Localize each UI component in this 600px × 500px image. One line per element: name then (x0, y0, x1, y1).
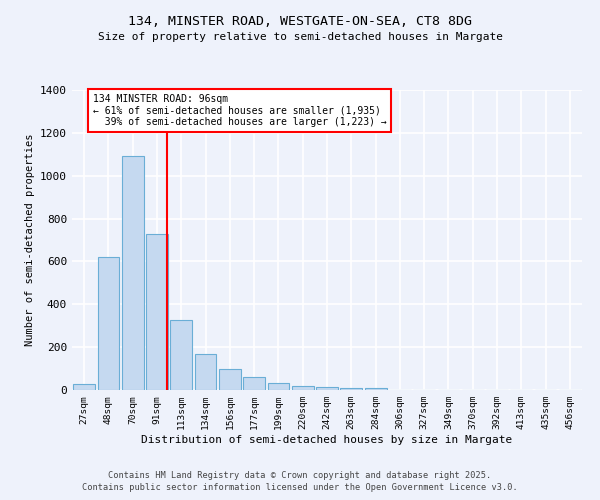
Text: Size of property relative to semi-detached houses in Margate: Size of property relative to semi-detach… (97, 32, 503, 42)
Text: Contains HM Land Registry data © Crown copyright and database right 2025.: Contains HM Land Registry data © Crown c… (109, 471, 491, 480)
X-axis label: Distribution of semi-detached houses by size in Margate: Distribution of semi-detached houses by … (142, 435, 512, 445)
Bar (340, 388, 362, 390)
Bar (146, 234, 168, 390)
Bar (122, 156, 143, 390)
Bar (170, 320, 192, 390)
Bar (268, 382, 289, 390)
Bar (73, 384, 95, 390)
Text: 134 MINSTER ROAD: 96sqm
← 61% of semi-detached houses are smaller (1,935)
  39% : 134 MINSTER ROAD: 96sqm ← 61% of semi-de… (92, 94, 386, 128)
Bar (365, 388, 386, 390)
Text: 134, MINSTER ROAD, WESTGATE-ON-SEA, CT8 8DG: 134, MINSTER ROAD, WESTGATE-ON-SEA, CT8 … (128, 15, 472, 28)
Bar (292, 386, 314, 390)
Text: Contains public sector information licensed under the Open Government Licence v3: Contains public sector information licen… (82, 484, 518, 492)
Y-axis label: Number of semi-detached properties: Number of semi-detached properties (25, 134, 35, 346)
Bar (243, 377, 265, 390)
Bar (219, 368, 241, 390)
Bar (316, 387, 338, 390)
Bar (97, 257, 119, 390)
Bar (194, 354, 217, 390)
